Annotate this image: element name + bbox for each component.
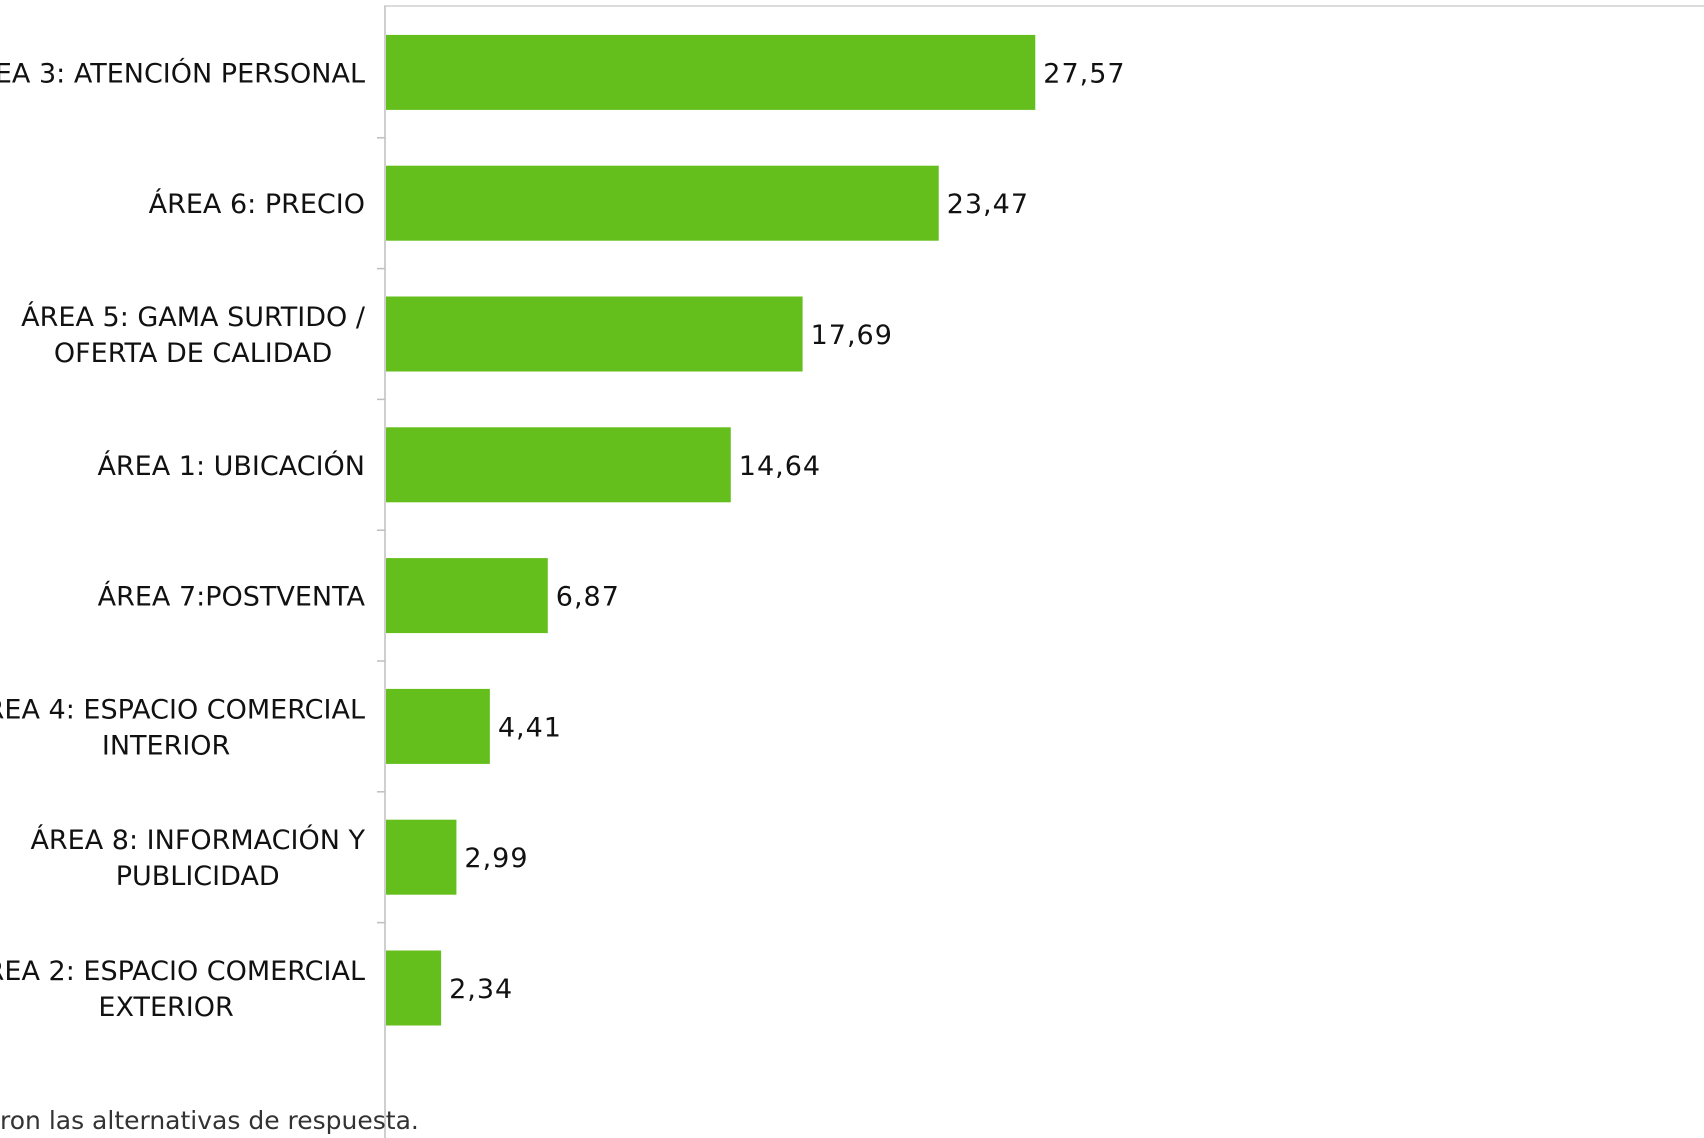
bar <box>386 165 939 241</box>
category-label: ÁREA 6: PRECIO <box>149 188 365 220</box>
value-label: 6,87 <box>556 582 620 613</box>
category-label-line: EXTERIOR <box>98 992 233 1023</box>
category-label-line: ÁREA 8: INFORMACIÓN Y <box>30 824 365 856</box>
value-label: 2,99 <box>464 843 528 874</box>
bar-series <box>386 34 1036 1026</box>
category-label-line: ÁREA 3: ATENCIÓN PERSONAL <box>0 57 365 89</box>
category-label-line: ÁREA 4: ESPACIO COMERCIAL <box>0 693 365 725</box>
category-label: ÁREA 5: GAMA SURTIDO / OFERTA DE CALIDAD <box>21 301 366 369</box>
category-label-line: OFERTA DE CALIDAD <box>54 338 332 369</box>
category-axis-ticks <box>377 137 385 924</box>
value-label: 14,64 <box>739 451 821 482</box>
bar <box>386 558 548 634</box>
category-label-line: ÁREA 5: GAMA SURTIDO / <box>21 301 366 333</box>
bar <box>386 296 803 372</box>
footnote: ron las alternativas de respuesta. <box>0 1106 419 1135</box>
bar <box>386 688 490 764</box>
category-label: ÁREA 2: ESPACIO COMERCIAL EXTERIOR <box>0 955 365 1023</box>
category-label-line: PUBLICIDAD <box>116 861 280 892</box>
category-label: ÁREA 7:POSTVENTA <box>98 581 366 613</box>
bar <box>386 427 731 503</box>
value-labels: 27,57 23,47 17,69 14,64 6,87 4,41 2,99 2,34 <box>449 58 1125 1005</box>
value-label: 27,57 <box>1043 58 1125 89</box>
bar <box>386 819 457 895</box>
category-label-line: ÁREA 2: ESPACIO COMERCIAL <box>0 955 365 987</box>
bar <box>386 34 1036 110</box>
category-label-line: ÁREA 6: PRECIO <box>149 188 365 220</box>
value-label: 17,69 <box>811 320 893 351</box>
category-label: ÁREA 8: INFORMACIÓN Y PUBLICIDAD <box>30 824 365 892</box>
category-label: ÁREA 3: ATENCIÓN PERSONAL <box>0 57 365 89</box>
bar <box>386 950 442 1026</box>
category-label-line: ÁREA 7:POSTVENTA <box>98 581 366 613</box>
category-labels: ÁREA 3: ATENCIÓN PERSONAL ÁREA 6: PRECIO Á… <box>0 57 366 1023</box>
value-label: 23,47 <box>947 189 1029 220</box>
category-label-line: INTERIOR <box>102 730 230 761</box>
value-label: 4,41 <box>498 712 562 743</box>
category-label: ÁREA 4: ESPACIO COMERCIAL INTERIOR <box>0 693 365 761</box>
category-label: ÁREA 1: UBICACIÓN <box>97 450 365 482</box>
value-label: 2,34 <box>449 974 513 1005</box>
category-label-line: ÁREA 1: UBICACIÓN <box>97 450 365 482</box>
